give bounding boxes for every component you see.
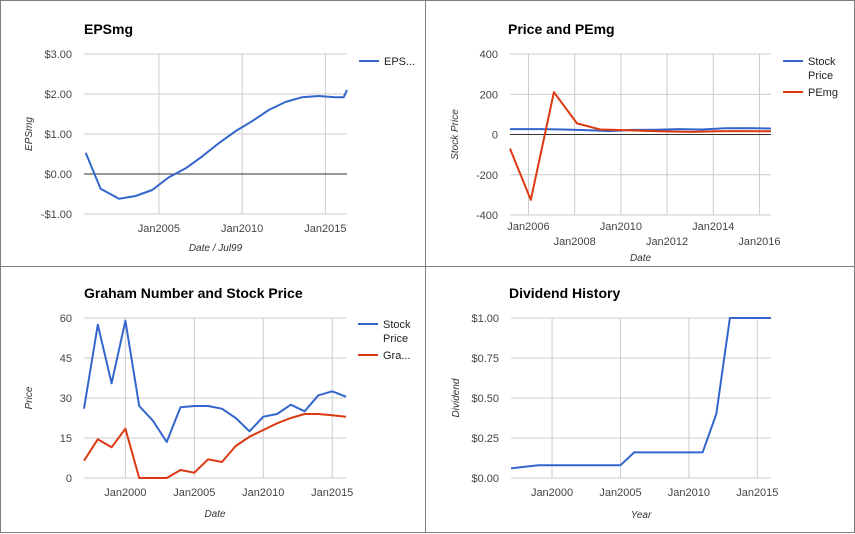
chart-title: Price and PEmg — [508, 21, 615, 37]
eps-chart-panel: EPSmg -$1.00 $0.00 $1.00 $2.00 $3.00 Jan2005 Ja… — [0, 0, 426, 267]
chart-title: EPSmg — [84, 21, 133, 37]
series-line — [83, 413, 347, 479]
x-tick-label: Jan2008 — [554, 236, 596, 248]
y-axis-label: Stock Price — [450, 109, 461, 160]
x-tick-label: Jan2005 — [599, 487, 641, 499]
y-tick-label: $3.00 — [44, 49, 72, 61]
y-tick-label: $1.00 — [471, 313, 499, 325]
x-tick-label: Jan2000 — [104, 487, 146, 499]
x-tick-label: Jan2015 — [304, 223, 346, 235]
series-line — [83, 319, 347, 443]
y-tick-label: -$1.00 — [41, 209, 72, 221]
x-axis-label: Year — [631, 510, 652, 521]
y-tick-label: $2.00 — [44, 89, 72, 101]
dividend-chart-panel: Dividend History $0.00 $0.25 $0.50 $0.75 $1.0… — [425, 266, 855, 533]
legend-label: EPS... — [384, 56, 415, 68]
x-tick-label: Jan2000 — [531, 487, 573, 499]
y-tick-label: $0.00 — [471, 473, 499, 485]
x-tick-label: Jan2010 — [668, 487, 710, 499]
x-tick-label: Jan2016 — [738, 236, 780, 248]
y-tick-label: 0 — [492, 130, 498, 142]
x-tick-label: Jan2005 — [173, 487, 215, 499]
y-tick-label: $1.00 — [44, 129, 72, 141]
series-line — [509, 91, 772, 201]
series-line — [510, 127, 772, 133]
legend-label: Stock Price — [383, 319, 411, 345]
y-tick-label: $0.75 — [471, 353, 499, 365]
y-tick-label: -200 — [476, 170, 498, 182]
dividend-chart: Dividend History $0.00 $0.25 $0.50 $0.75 $1.0… — [451, 285, 778, 521]
eps-chart: EPSmg -$1.00 $0.00 $1.00 $2.00 $3.00 Jan2005 Ja… — [24, 21, 415, 254]
y-tick-label: 45 — [60, 353, 72, 365]
legend-label: Stock Price — [808, 56, 836, 82]
x-tick-label: Jan2010 — [221, 223, 263, 235]
y-tick-label: 0 — [66, 473, 72, 485]
x-axis-label: Date — [204, 509, 226, 520]
graham-chart: Graham Number and Stock Price 0 15 30 45 60 Ja… — [24, 285, 411, 520]
y-axis-label: Price — [24, 386, 35, 409]
series-line — [84, 89, 348, 200]
y-axis-label: Dividend — [451, 378, 462, 417]
y-tick-label: 15 — [60, 433, 72, 445]
graham-chart-panel: Graham Number and Stock Price 0 15 30 45 60 Ja… — [0, 266, 426, 533]
x-tick-label: Jan2010 — [600, 221, 642, 233]
y-tick-label: 200 — [480, 89, 498, 101]
x-axis-label: Date / Jul99 — [189, 243, 243, 254]
x-tick-label: Jan2012 — [646, 236, 688, 248]
x-tick-label: Jan2015 — [736, 487, 778, 499]
y-tick-label: 30 — [60, 393, 72, 405]
y-axis-label: EPSmg — [24, 117, 35, 151]
x-axis-label: Date — [630, 253, 652, 264]
y-tick-label: 60 — [60, 313, 72, 325]
series-line — [510, 317, 771, 470]
chart-title: Dividend History — [509, 285, 620, 301]
chart-title: Graham Number and Stock Price — [84, 285, 303, 301]
price-pe-chart-panel: Price and PEmg -400 -200 0 200 400 Jan2006 Jan2… — [425, 0, 855, 267]
x-tick-label: Jan2006 — [507, 221, 549, 233]
y-tick-label: $0.50 — [471, 393, 499, 405]
price-pe-chart: Price and PEmg -400 -200 0 200 400 Jan2006 Jan2… — [450, 21, 838, 264]
x-tick-label: Jan2014 — [692, 221, 734, 233]
legend-label: Gra... — [383, 350, 411, 362]
legend-label: PEmg — [808, 87, 838, 99]
x-tick-label: Jan2005 — [138, 223, 180, 235]
y-tick-label: $0.25 — [471, 433, 499, 445]
y-tick-label: -400 — [476, 210, 498, 222]
y-tick-label: $0.00 — [44, 169, 72, 181]
x-tick-label: Jan2015 — [311, 487, 353, 499]
x-tick-label: Jan2010 — [242, 487, 284, 499]
y-tick-label: 400 — [480, 49, 498, 61]
